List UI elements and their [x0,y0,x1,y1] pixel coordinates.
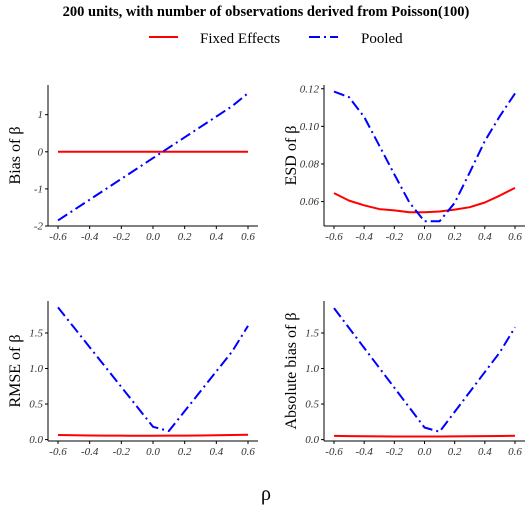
panel-2: 0.06 0.08 0.10 0.12 -0.6 -0.4 -0.2 0.0 0.2 0.4 0.6… [283,83,525,243]
y-tick-label: -2 [34,221,44,233]
panel-4: 0.0 0.5 1.0 1.5 -0.6 -0.4 -0.2 0.0 0.2 0.4 0.6 Abso… [283,301,525,458]
x-tick-label: -0.6 [325,446,343,458]
series-line-fixed-effects [333,186,516,214]
chart-title: 200 units, with number of observations d… [63,4,470,20]
x-tick-label: 0.2 [178,446,192,458]
y-tick-label: 0 [38,146,44,158]
x-tick-label: -0.6 [49,231,67,243]
y-axis-label-rmse-of: RMSE of β [7,334,24,407]
y-tick-label: 1.5 [305,327,319,339]
x-tick-label: 0.4 [209,231,223,243]
series-line-pooled [57,92,249,222]
y-tick-label: 0.0 [29,434,43,446]
x-tick-label: 0.6 [508,446,522,458]
y-tick-label: 1 [38,109,44,121]
x-tick-label: 0.4 [478,446,492,458]
x-tick-label: 0.4 [209,446,223,458]
x-axis-label: ρ [261,483,271,505]
y-tick-label: 0.0 [305,434,319,446]
series-line-pooled [57,306,249,433]
x-tick-label: 0.2 [178,231,192,243]
x-tick-label: 0.6 [241,231,255,243]
y-axis-label-esd-of: ESD of β [283,126,300,186]
series-line-fixed-effects [333,434,516,438]
y-tick-label: 0.5 [305,399,319,411]
panel-1: -2 -1 0 1 -0.6 -0.4 -0.2 0.0 0.2 0.4 0.6 Bias of β [7,85,258,243]
series-line-fixed-effects [57,433,249,437]
x-tick-label: 0.0 [146,231,160,243]
x-tick-label: 0.0 [418,231,432,243]
y-axis-label-bias-of: Bias of β [7,127,24,185]
y-tick-label: -1 [34,183,43,195]
legend: Fixed Effects Pooled [149,31,403,47]
x-tick-label: -0.6 [325,231,343,243]
x-tick-label: 0.0 [418,446,432,458]
panel-3: 0.0 0.5 1.0 1.5 -0.6 -0.4 -0.2 0.0 0.2 0.4 0.6 RMSE… [7,301,258,458]
x-tick-label: -0.2 [386,231,404,243]
x-tick-label: -0.2 [113,231,131,243]
x-tick-label: 0.6 [241,446,255,458]
y-tick-label: 1.0 [305,363,319,375]
x-tick-label: 0.2 [448,231,462,243]
panels: -2 -1 0 1 -0.6 -0.4 -0.2 0.0 0.2 0.4 0.6 Bias of β 0… [7,83,525,458]
y-tick-label: 0.12 [300,83,320,95]
x-tick-label: -0.2 [386,446,404,458]
x-tick-label: 0.0 [146,446,160,458]
legend-label-pooled: Pooled [361,31,403,47]
y-tick-label: 1.5 [29,327,43,339]
series-line-pooled [333,307,516,433]
x-tick-label: 0.6 [508,231,522,243]
x-tick-label: -0.4 [355,231,373,243]
x-tick-label: 0.4 [478,231,492,243]
x-tick-label: -0.6 [49,446,67,458]
y-tick-label: 0.10 [300,121,320,133]
x-tick-label: -0.4 [81,231,99,243]
x-tick-label: -0.2 [113,446,131,458]
y-tick-label: 0.06 [300,196,320,208]
x-tick-label: -0.4 [355,446,373,458]
x-tick-label: 0.2 [448,446,462,458]
legend-label-fixed-effects: Fixed Effects [200,31,280,47]
y-tick-label: 0.08 [300,158,320,170]
y-tick-label: 1.0 [29,363,43,375]
y-axis-label-absolute-bias-of: Absolute bias of β [283,312,300,429]
x-tick-label: -0.4 [81,446,99,458]
y-tick-label: 0.5 [29,399,43,411]
